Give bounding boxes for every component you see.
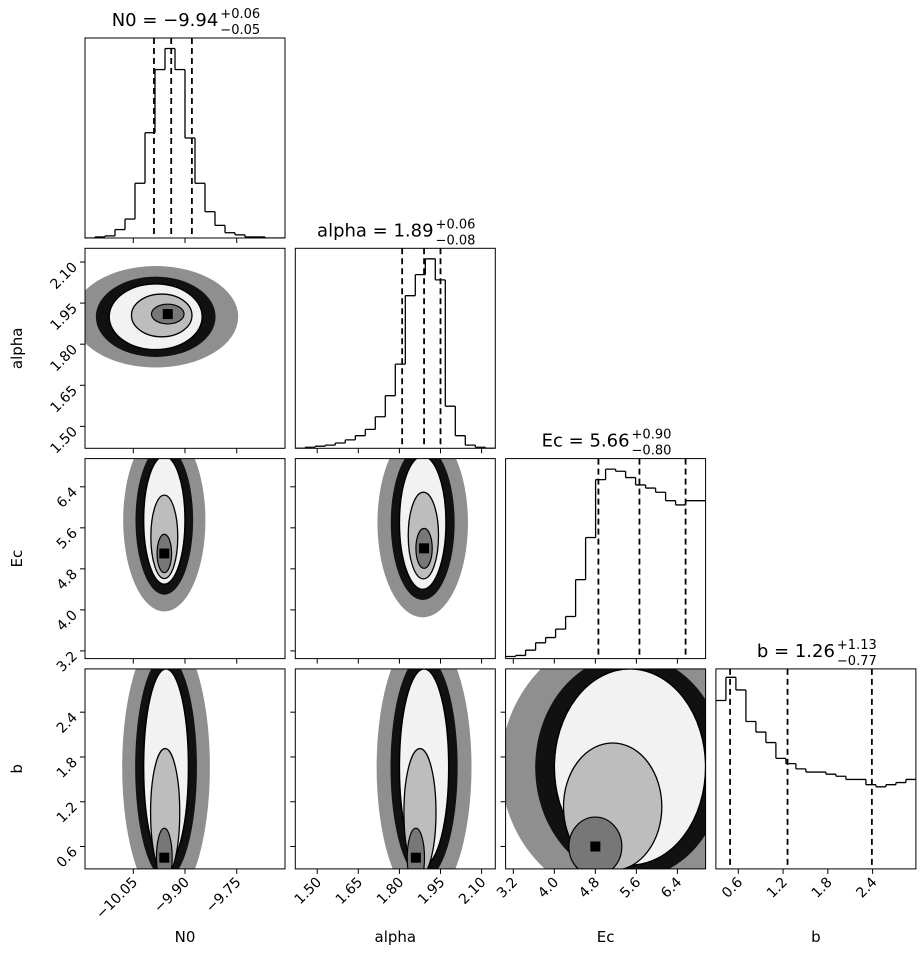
x-tick-label: 1.8 [809,874,836,901]
density-peak [162,309,173,320]
x-tick-label: 2.10 [456,874,489,907]
panel [505,458,706,659]
x-tick-label: 3.2 [494,874,521,901]
x-tick-label: 1.65 [333,874,366,907]
x-tick-label: 0.6 [719,874,746,901]
panel-frame [505,668,707,870]
y-tick-label: 4.0 [54,607,81,634]
panel-frame [505,458,707,660]
density-peak [159,548,170,559]
x-tick-label: 1.95 [415,874,448,907]
title-sup: +1.13 [837,638,877,653]
panel-title: b = 1.26 [757,641,835,662]
panel [85,266,239,368]
y-tick-label: 3.2 [54,648,81,675]
x-tick-label: −9.75 [203,874,245,916]
y-tick-label: 1.65 [47,383,80,416]
panel [377,458,468,618]
density-peak [419,543,430,554]
panel [295,248,496,449]
x-tick-label: −9.90 [151,874,193,916]
panel [505,668,706,869]
y-tick-label: 5.6 [54,525,81,552]
title-sup: +0.06 [436,217,476,232]
x-tick-label: 1.50 [292,874,325,907]
x-axis-label: Ec [597,928,615,946]
x-tick-label: 4.8 [576,874,603,901]
y-tick-label: 0.6 [54,844,81,871]
x-axis-label: b [811,928,821,946]
y-tick-label: 1.8 [54,754,81,781]
panel-title: Ec = 5.66 [542,431,630,452]
panel-frame [294,668,496,870]
density-peak [159,852,170,863]
panel [122,668,210,869]
title-sup: +0.90 [632,428,672,443]
panel-title: alpha = 1.89 [317,220,434,241]
panel [85,38,285,238]
y-tick-label: 1.2 [54,799,81,826]
panel-frame [294,458,496,660]
panel [376,668,472,869]
panel [123,458,206,612]
x-tick-label: 4.0 [535,874,562,901]
y-tick-label: 2.10 [47,260,80,293]
y-tick-label: 4.8 [54,566,81,593]
x-tick-label: 6.4 [658,874,685,901]
y-tick-label: 1.50 [47,424,80,457]
x-axis-label: N0 [175,928,196,946]
panel-title: N0 = −9.94 [112,10,219,31]
y-axis-label: b [8,764,26,774]
panel-frame [715,668,917,870]
title-sub: −0.08 [436,233,476,248]
y-tick-label: 6.4 [54,484,81,511]
title-sup: +0.06 [220,7,260,22]
title-sub: −0.05 [220,23,260,38]
density-peak [410,852,421,863]
y-tick-label: 1.80 [47,342,80,375]
y-tick-label: 2.4 [54,710,81,737]
x-tick-label: 5.6 [617,874,644,901]
y-axis-label: alpha [8,328,26,370]
x-tick-label: 1.80 [374,874,407,907]
title-sub: −0.77 [837,654,877,669]
x-tick-label: 1.2 [764,874,791,901]
y-axis-label: Ec [8,550,26,568]
x-tick-label: 2.4 [853,874,880,901]
panel-frame [294,247,496,449]
panel [715,668,916,869]
x-axis-label: alpha [375,928,417,946]
density-peak [590,841,601,852]
title-sub: −0.80 [632,444,672,459]
x-tick-label: −10.05 [93,874,141,922]
y-tick-label: 1.95 [47,301,80,334]
